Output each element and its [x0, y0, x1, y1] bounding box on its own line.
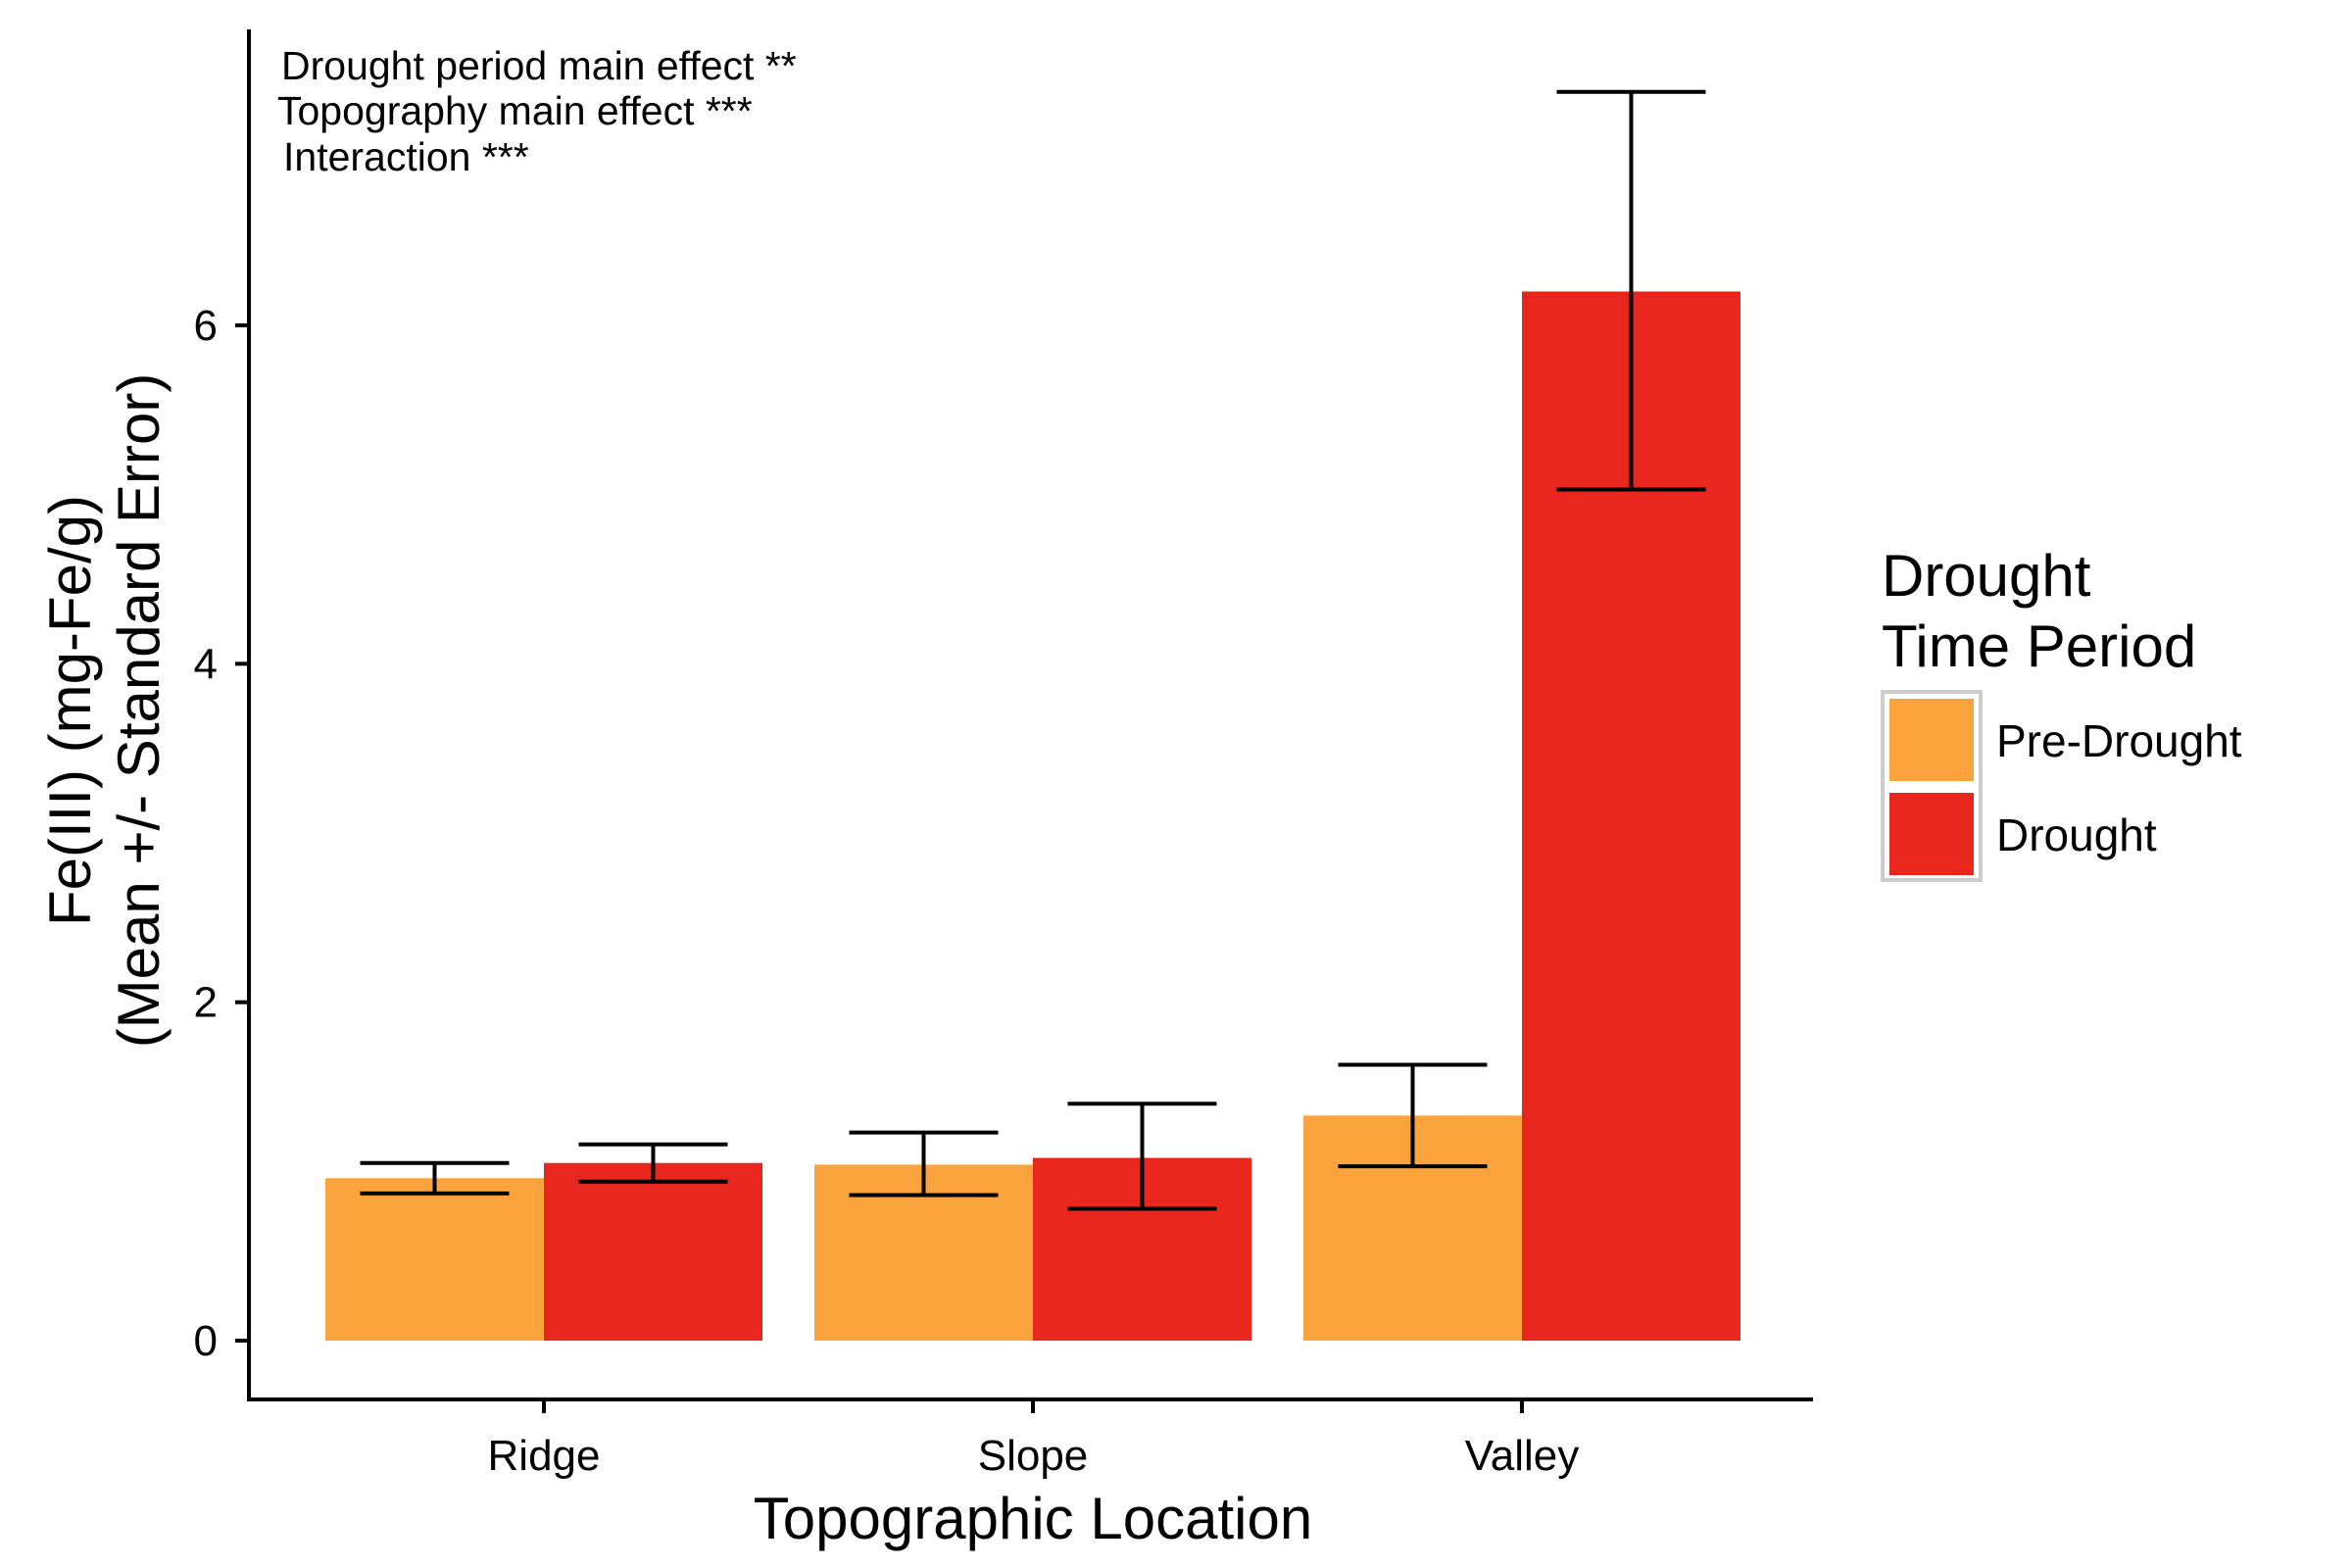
annotation-drought-effect: Drought period main effect ** — [281, 43, 797, 88]
errorbar-drought-ridge — [578, 1142, 728, 1184]
y-axis-title-line-2: (Mean +/- Standard Error) — [106, 373, 172, 1049]
x-ticks: Ridge Slope Valley — [488, 1399, 1580, 1480]
legend: Drought Time Period Pre-Drought Drought — [1881, 543, 2242, 882]
errorbar-pre-drought-slope — [849, 1130, 999, 1198]
y-axis-title-line-1: Fe(III) (mg-Fe/g) — [37, 495, 103, 926]
errorbar-pre-drought-valley — [1338, 1062, 1488, 1169]
legend-items: Pre-Drought Drought — [1881, 690, 2242, 882]
y-tick-label: 4 — [194, 640, 218, 688]
y-ticks: 0 2 4 6 — [194, 302, 249, 1365]
significance-annotations: Drought period main effect ** Topography… — [277, 43, 797, 179]
annotation-interaction: Interaction *** — [283, 134, 529, 179]
x-tick-label: Ridge — [488, 1432, 601, 1480]
legend-key-frame — [1881, 690, 1983, 882]
errorbar-pre-drought-ridge — [360, 1160, 510, 1196]
axes — [247, 29, 1813, 1401]
errorbar-drought-valley — [1556, 89, 1706, 492]
legend-label-pre-drought: Pre-Drought — [1996, 715, 2242, 766]
legend-swatch-pre-drought — [1887, 697, 1976, 783]
legend-title-line-2: Time Period — [1882, 613, 2196, 679]
errorbar-drought-slope — [1067, 1102, 1217, 1211]
error-bars-group — [360, 89, 1706, 1211]
x-axis-title: Topographic Location — [754, 1486, 1312, 1551]
annotation-topography-effect: Topography main effect *** — [277, 88, 753, 133]
bar-pre-drought-ridge — [325, 1178, 544, 1341]
x-tick-label: Valley — [1465, 1432, 1580, 1480]
y-tick-label: 2 — [194, 979, 218, 1027]
legend-swatch-drought — [1887, 791, 1976, 877]
y-axis-title: Fe(III) (mg-Fe/g) (Mean +/- Standard Err… — [37, 373, 172, 1049]
bars-group — [325, 291, 1740, 1341]
y-tick-label: 6 — [194, 302, 218, 350]
x-tick-label: Slope — [978, 1432, 1089, 1480]
legend-label-drought: Drought — [1996, 809, 2157, 860]
bar-drought-ridge — [544, 1162, 762, 1341]
y-tick-label: 0 — [194, 1317, 218, 1365]
legend-title-line-1: Drought — [1882, 543, 2091, 609]
